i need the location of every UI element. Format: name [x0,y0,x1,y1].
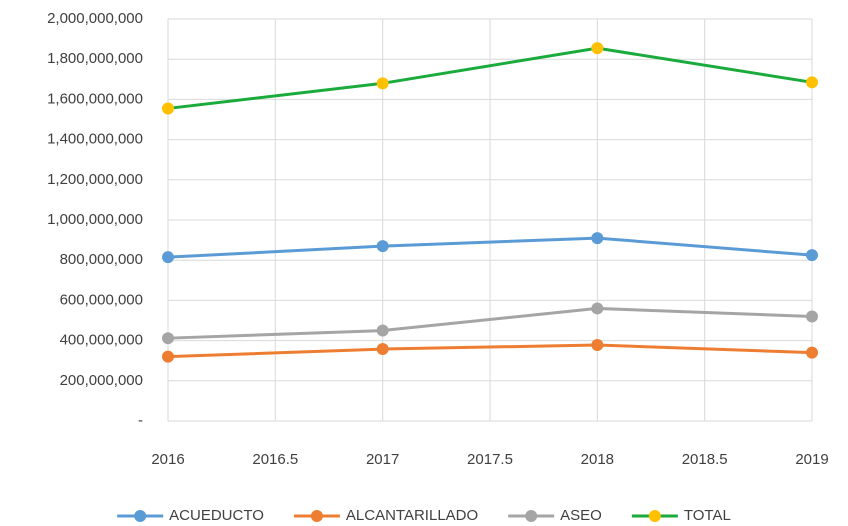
y-tick-label: 200,000,000 [60,372,143,389]
legend-marker [525,510,538,522]
y-tick-label: 1,200,000,000 [47,171,143,188]
legend-label: ALCANTARILLADO [346,507,478,524]
data-point [162,251,174,264]
data-point [591,339,604,352]
legend-marker [134,510,147,522]
legend-label: ASEO [560,507,602,524]
x-tick-label: 2016 [151,451,184,468]
legend-label: ACUEDUCTO [169,507,264,524]
data-point [376,324,389,337]
y-tick-label: 1,600,000,000 [47,90,143,107]
legend-marker [310,510,323,522]
x-tick-label: 2019 [795,451,828,468]
data-point [376,343,389,356]
y-tick-label: 600,000,000 [60,291,143,308]
y-tick-label: 1,800,000,000 [47,50,143,67]
data-point [806,346,818,359]
data-point [162,102,174,115]
legend-marker [648,510,661,522]
x-tick-label: 2018.5 [682,451,728,468]
data-point [162,350,174,363]
y-tick-label: 400,000,000 [60,332,143,349]
series-line [167,343,813,359]
series-line [167,46,813,110]
data-point [376,77,389,90]
data-point [162,332,174,345]
legend-label: TOTAL [684,507,731,524]
x-tick-label: 2017 [366,451,399,468]
y-tick-label: 1,000,000,000 [47,211,143,228]
y-tick-label: 1,400,000,000 [47,131,143,148]
data-point [806,76,818,89]
data-point [591,232,604,245]
x-tick-label: 2016.5 [252,451,298,468]
data-point [591,42,604,55]
y-tick-label: 2,000,000,000 [47,10,143,27]
data-point [806,310,818,323]
data-point [376,240,389,253]
series-line [167,306,813,340]
x-tick-label: 2018 [581,451,614,468]
y-tick-label: 800,000,000 [60,251,143,268]
data-point [806,249,818,262]
series-line [167,236,813,259]
y-tick-label: - [138,412,143,429]
data-point [591,302,604,315]
x-tick-label: 2017.5 [467,451,513,468]
